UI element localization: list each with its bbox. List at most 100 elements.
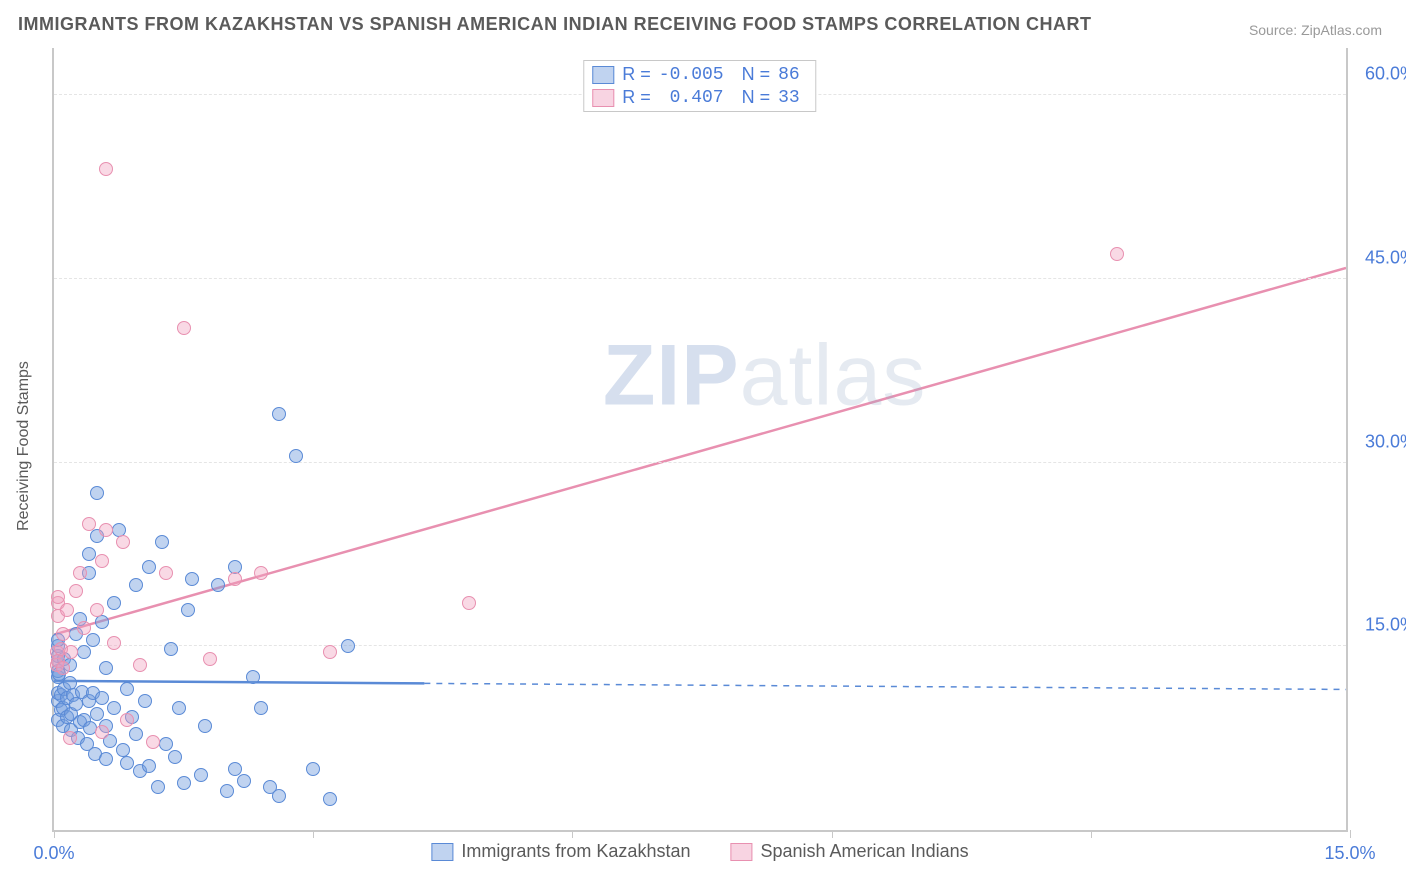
data-point-pink: [177, 321, 191, 335]
xtick: [54, 830, 55, 838]
data-point-blue: [90, 486, 104, 500]
data-point-blue: [272, 407, 286, 421]
data-point-blue: [82, 547, 96, 561]
gridline-h: [54, 462, 1346, 463]
data-point-blue: [185, 572, 199, 586]
trendline-blue: [54, 681, 424, 683]
source-attribution: Source: ZipAtlas.com: [1249, 22, 1382, 38]
data-point-blue: [69, 697, 83, 711]
data-point-pink: [77, 621, 91, 635]
correlation-legend: R = -0.005 N = 86 R = 0.407 N = 33: [583, 60, 816, 112]
xtick: [1350, 830, 1351, 838]
r-value-blue: -0.005: [659, 63, 732, 86]
data-point-pink: [64, 645, 78, 659]
r-value-pink: 0.407: [659, 86, 732, 109]
trendlines-svg: [54, 48, 1346, 830]
ytick-label: 30.0%: [1356, 431, 1406, 452]
chart-container: IMMIGRANTS FROM KAZAKHSTAN VS SPANISH AM…: [0, 0, 1406, 892]
legend-row-pink: R = 0.407 N = 33: [592, 86, 807, 109]
data-point-blue: [155, 535, 169, 549]
data-point-blue: [168, 750, 182, 764]
ytick-label: 15.0%: [1356, 615, 1406, 636]
data-point-blue: [77, 645, 91, 659]
swatch-pink-icon: [592, 89, 614, 107]
data-point-pink: [82, 517, 96, 531]
legend-item-pink: Spanish American Indians: [730, 841, 968, 862]
data-point-pink: [203, 652, 217, 666]
data-point-blue: [177, 776, 191, 790]
y-axis-title: Receiving Food Stamps: [15, 361, 33, 531]
xtick-label: 15.0%: [1324, 843, 1375, 864]
data-point-blue: [138, 694, 152, 708]
data-point-pink: [99, 162, 113, 176]
data-point-blue: [306, 762, 320, 776]
data-point-pink: [73, 566, 87, 580]
data-point-pink: [60, 603, 74, 617]
data-point-pink: [95, 725, 109, 739]
data-point-pink: [107, 636, 121, 650]
n-label: N =: [742, 86, 779, 109]
data-point-blue: [272, 789, 286, 803]
swatch-blue-icon: [592, 66, 614, 84]
n-value-blue: 86: [778, 63, 808, 86]
r-label: R =: [622, 63, 659, 86]
data-point-pink: [120, 713, 134, 727]
chart-title: IMMIGRANTS FROM KAZAKHSTAN VS SPANISH AM…: [18, 14, 1092, 35]
xtick: [572, 830, 573, 838]
data-point-pink: [254, 566, 268, 580]
data-point-blue: [323, 792, 337, 806]
data-point-pink: [146, 735, 160, 749]
plot-area: ZIPatlas R = -0.005 N = 86 R = 0.407 N =: [52, 48, 1348, 832]
xtick: [1091, 830, 1092, 838]
watermark-rest: atlas: [740, 328, 927, 424]
xtick-label: 0.0%: [33, 843, 74, 864]
trendline-blue-extrapolated: [424, 683, 1346, 689]
watermark-bold: ZIP: [603, 328, 740, 424]
data-point-blue: [99, 661, 113, 675]
data-point-pink: [462, 596, 476, 610]
data-point-blue: [220, 784, 234, 798]
source-prefix: Source:: [1249, 22, 1301, 38]
data-point-pink: [56, 627, 70, 641]
data-point-blue: [142, 759, 156, 773]
data-point-blue: [129, 578, 143, 592]
r-label: R =: [622, 86, 659, 109]
xtick: [832, 830, 833, 838]
swatch-pink-icon: [730, 843, 752, 861]
data-point-blue: [181, 603, 195, 617]
data-point-blue: [341, 639, 355, 653]
data-point-pink: [95, 554, 109, 568]
legend-label-pink: Spanish American Indians: [760, 841, 968, 862]
data-point-pink: [133, 658, 147, 672]
data-point-blue: [237, 774, 251, 788]
data-point-pink: [63, 731, 77, 745]
data-point-blue: [151, 780, 165, 794]
legend-label-blue: Immigrants from Kazakhstan: [461, 841, 690, 862]
xtick: [313, 830, 314, 838]
data-point-blue: [211, 578, 225, 592]
data-point-blue: [172, 701, 186, 715]
data-point-pink: [228, 572, 242, 586]
data-point-pink: [116, 535, 130, 549]
data-point-pink: [56, 661, 70, 675]
gridline-h: [54, 278, 1346, 279]
trendline-pink: [54, 268, 1346, 635]
data-point-blue: [198, 719, 212, 733]
legend-item-blue: Immigrants from Kazakhstan: [431, 841, 690, 862]
swatch-blue-icon: [431, 843, 453, 861]
source-link[interactable]: ZipAtlas.com: [1301, 22, 1382, 38]
data-point-pink: [159, 566, 173, 580]
data-point-pink: [99, 523, 113, 537]
data-point-pink: [90, 603, 104, 617]
data-point-pink: [1110, 247, 1124, 261]
data-point-blue: [246, 670, 260, 684]
data-point-blue: [86, 633, 100, 647]
data-point-blue: [194, 768, 208, 782]
data-point-blue: [120, 756, 134, 770]
data-point-blue: [95, 615, 109, 629]
data-point-blue: [107, 596, 121, 610]
ytick-label: 60.0%: [1356, 64, 1406, 85]
n-label: N =: [742, 63, 779, 86]
legend-row-blue: R = -0.005 N = 86: [592, 63, 807, 86]
data-point-blue: [129, 727, 143, 741]
